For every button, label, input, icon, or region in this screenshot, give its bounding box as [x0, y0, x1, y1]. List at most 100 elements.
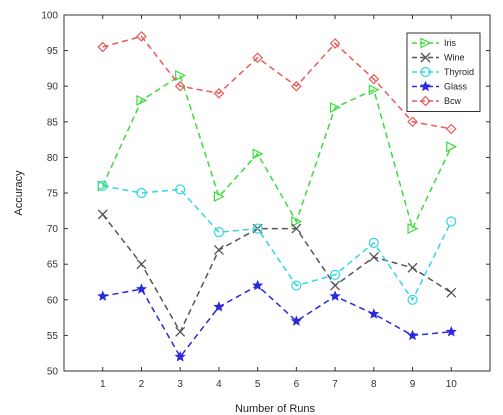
legend: Iris Wine Thyroid Glass Bcw — [406, 32, 481, 112]
data-point-bcw — [97, 41, 109, 53]
legend-item-bcw: Bcw — [412, 95, 462, 107]
data-point-wine — [136, 259, 147, 270]
data-point-thyroid — [175, 184, 186, 195]
series-line-thyroid — [102, 185, 452, 302]
data-point-bcw — [291, 80, 302, 92]
y-tick-label: 50 — [47, 367, 59, 378]
y-tick-label: 95 — [47, 46, 59, 57]
data-point-thyroid — [368, 237, 379, 248]
data-point-thyroid — [446, 216, 457, 227]
data-point-iris — [252, 148, 264, 160]
series-glass — [97, 279, 457, 362]
data-point-wine — [213, 245, 224, 255]
series-iris — [97, 70, 458, 235]
legend-label-bcw: Bcw — [444, 96, 462, 106]
legend-item-thyroid: Thyroid — [412, 66, 474, 78]
series-thyroid — [97, 180, 457, 305]
y-tick-label: 100 — [41, 11, 58, 22]
data-point-wine — [446, 287, 457, 298]
data-point-bcw — [407, 116, 418, 128]
data-point-bcw — [329, 38, 341, 49]
x-tick-label: 4 — [216, 379, 222, 390]
x-tick-label: 3 — [177, 379, 183, 390]
data-point-bcw — [213, 87, 225, 99]
data-point-wine — [407, 262, 418, 273]
legend-box — [406, 32, 481, 112]
data-point-thyroid — [213, 227, 225, 238]
y-tick-label: 60 — [47, 295, 59, 306]
data-point-thyroid — [291, 280, 302, 291]
series-line-wine — [102, 213, 452, 334]
x-tick-label: 1 — [100, 379, 106, 390]
legend-label-thyroid: Thyroid — [444, 67, 474, 77]
data-point-iris — [446, 141, 458, 153]
data-point-glass — [97, 290, 109, 301]
y-tick-label: 85 — [47, 117, 59, 128]
data-point-glass — [135, 283, 147, 294]
y-tick-label: 55 — [47, 331, 59, 342]
legend-label-wine: Wine — [444, 53, 465, 63]
data-point-thyroid — [329, 269, 341, 280]
data-point-iris — [136, 94, 148, 106]
y-tick-label: 65 — [47, 260, 59, 271]
y-tick-label: 70 — [47, 224, 59, 235]
x-tick-label: 7 — [332, 379, 338, 390]
x-tick-label: 10 — [446, 379, 458, 390]
legend-item-glass: Glass — [412, 80, 468, 92]
legend-label-iris: Iris — [444, 38, 456, 48]
axes: 50 55 60 65 70 75 80 85 90 95 100 1 2 3 4 5 6 7 8 9 10 — [41, 11, 491, 390]
x-tick-label: 6 — [294, 379, 300, 390]
data-point-iris — [213, 191, 225, 203]
data-point-wine — [175, 326, 186, 337]
data-point-glass — [407, 329, 419, 341]
data-point-iris — [175, 70, 187, 81]
legend-marker-wine — [420, 52, 431, 63]
legend-marker-bcw — [420, 95, 431, 107]
data-point-bcw — [174, 80, 186, 92]
legend-marker-thyroid — [420, 66, 431, 78]
data-point-glass — [445, 326, 457, 337]
data-point-bcw — [252, 52, 263, 64]
y-tick-label: 75 — [47, 189, 59, 200]
data-point-thyroid — [252, 223, 263, 234]
legend-item-iris: Iris — [412, 37, 456, 49]
legend-marker-iris — [420, 37, 432, 49]
x-axis-label: Number of Runs — [235, 403, 316, 415]
y-tick-label: 80 — [47, 153, 59, 164]
data-point-wine — [291, 223, 302, 234]
y-tick-label: 90 — [47, 82, 59, 93]
data-point-glass — [252, 279, 264, 291]
series-bcw — [97, 31, 457, 135]
legend-label-glass: Glass — [444, 82, 468, 92]
legend-marker-glass — [419, 80, 432, 92]
data-point-thyroid — [407, 294, 418, 305]
series-line-iris — [102, 74, 452, 231]
series-line-glass — [102, 284, 452, 359]
data-point-wine — [330, 280, 341, 291]
series-line-bcw — [102, 35, 452, 130]
data-point-bcw — [445, 123, 457, 135]
data-point-bcw — [136, 31, 147, 42]
series-wine — [97, 209, 457, 337]
data-point-iris — [368, 84, 380, 96]
series-layer — [97, 31, 458, 362]
x-tick-label: 9 — [410, 379, 416, 390]
x-tick-label: 5 — [255, 379, 261, 390]
data-point-glass — [174, 350, 186, 362]
data-point-glass — [290, 315, 302, 326]
x-tick-label: 8 — [371, 379, 377, 390]
data-point-bcw — [368, 73, 380, 85]
data-point-iris — [407, 223, 419, 235]
data-point-glass — [368, 308, 380, 319]
x-tick-label: 2 — [139, 379, 145, 390]
data-point-wine — [97, 209, 108, 220]
data-point-thyroid — [136, 187, 147, 199]
data-point-thyroid — [97, 180, 108, 191]
data-point-glass — [213, 301, 225, 312]
data-point-wine — [368, 252, 379, 263]
data-point-iris — [329, 102, 341, 114]
data-point-iris — [291, 216, 303, 227]
y-axis-label: Accuracy — [13, 170, 25, 216]
data-point-glass — [329, 290, 341, 301]
